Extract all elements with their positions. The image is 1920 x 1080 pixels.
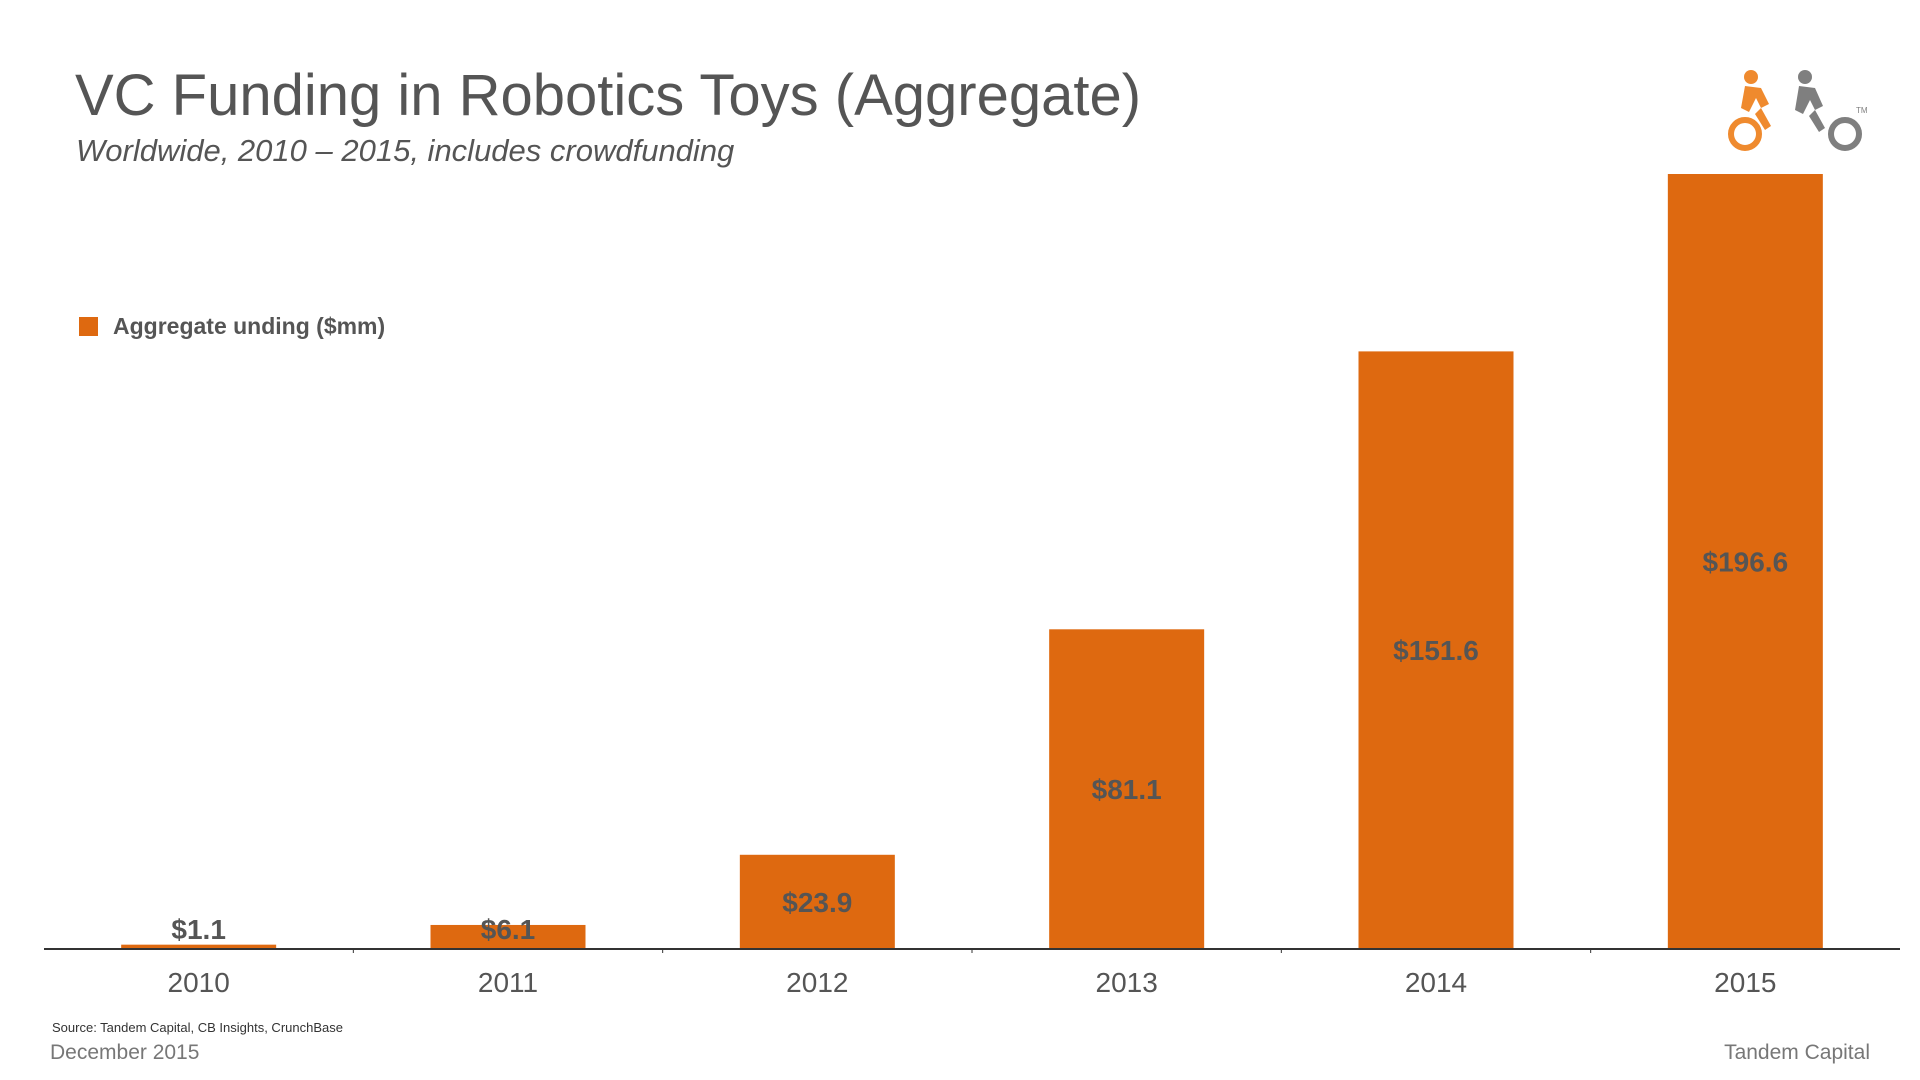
legend-swatch	[79, 317, 98, 336]
bar-2012	[739, 854, 895, 949]
x-tick-label-2010: 2010	[168, 967, 230, 998]
x-tick-label-2015: 2015	[1714, 967, 1776, 998]
bar-2014	[1358, 351, 1514, 950]
x-tick-label-2014: 2014	[1405, 967, 1467, 998]
x-axis	[44, 948, 1900, 953]
value-label-2015: $196.6	[1703, 547, 1789, 578]
bar-2011	[430, 924, 586, 949]
footer-date: December 2015	[50, 1041, 200, 1064]
x-tick-label-2011: 2011	[478, 967, 538, 998]
value-labels-group: $1.1 $6.1 $23.9 $81.1 $151.6 $196.6	[171, 547, 1788, 946]
tandem-logo: TM	[1725, 68, 1870, 163]
value-label-2010: $1.1	[171, 914, 226, 945]
x-tick-label-2012: 2012	[786, 967, 848, 998]
bar-2015	[1667, 174, 1823, 949]
tandem-bicycle-riders-icon: TM	[1728, 70, 1868, 151]
legend-label: Aggregate unding ($mm)	[113, 313, 386, 339]
chart-subtitle: Worldwide, 2010 – 2015, includes crowdfu…	[76, 133, 735, 168]
value-label-2011: $6.1	[481, 914, 536, 945]
bar-2010	[121, 944, 277, 949]
bars-group	[121, 174, 1823, 950]
value-label-2014: $151.6	[1393, 635, 1479, 666]
footer-company: Tandem Capital	[1724, 1041, 1870, 1064]
source-note: Source: Tandem Capital, CB Insights, Cru…	[52, 1020, 343, 1035]
x-tick-labels-group: 2010 2011 2012 2013 2014 2015	[168, 967, 1777, 998]
value-label-2013: $81.1	[1092, 774, 1162, 805]
bar-2013	[1049, 629, 1205, 949]
trademark-mark: TM	[1856, 106, 1868, 115]
chart-title: VC Funding in Robotics Toys (Aggregate)	[75, 63, 1142, 128]
chart-legend: Aggregate unding ($mm)	[79, 313, 385, 340]
x-tick-label-2013: 2013	[1096, 967, 1158, 998]
value-label-2012: $23.9	[782, 887, 852, 918]
